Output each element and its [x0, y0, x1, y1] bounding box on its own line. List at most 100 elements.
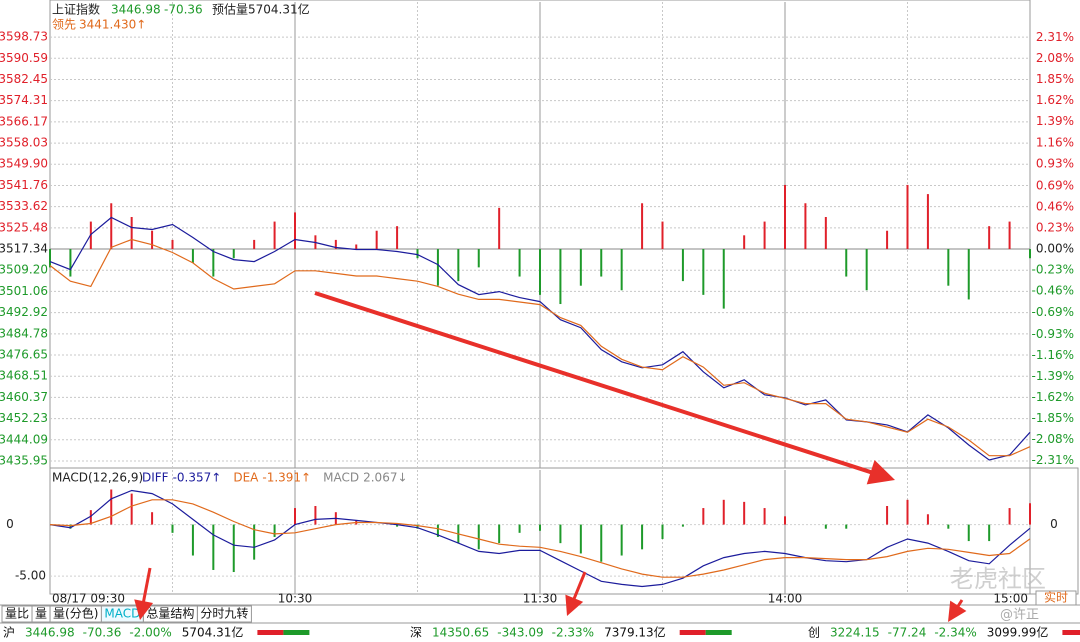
tab[interactable]: 量(分色)	[49, 605, 102, 623]
bar	[273, 221, 276, 250]
tab[interactable]: MACD	[100, 605, 144, 623]
tab-label[interactable]: 量	[35, 607, 47, 621]
tab-label[interactable]: 量(分色)	[53, 607, 98, 621]
bar	[641, 524, 644, 550]
bar	[294, 508, 296, 525]
bar	[763, 221, 766, 250]
bar	[743, 501, 746, 525]
y-tick-label: 3566.17	[0, 114, 48, 128]
change: -70.36	[164, 3, 203, 17]
y-tick-label: 3517.34	[0, 242, 48, 256]
last-price: 3446.98	[111, 3, 161, 17]
mode-button[interactable]	[1035, 590, 1077, 606]
bar	[600, 249, 603, 277]
market-change: -77.24	[888, 626, 927, 640]
bar	[988, 524, 991, 542]
y2-tick-label: 0	[1050, 517, 1058, 531]
y2-tick-label: -0.69%	[1032, 305, 1074, 319]
y-tick-label: 3590.59	[0, 51, 48, 65]
y2-tick-label: 0.23%	[1036, 220, 1074, 234]
bar	[416, 249, 419, 259]
bar	[539, 524, 541, 531]
bar	[579, 249, 582, 286]
market-pct: -2.33%	[552, 626, 594, 640]
bar	[722, 249, 725, 309]
tab-label[interactable]: 分时九转	[200, 606, 248, 621]
bar	[253, 239, 256, 250]
bar	[926, 194, 929, 250]
bar	[661, 221, 664, 250]
bar	[926, 514, 929, 525]
bar	[253, 524, 256, 560]
legend-value: -1.391↑	[262, 471, 311, 485]
bar	[661, 524, 664, 540]
market-pct: -2.00%	[129, 626, 171, 640]
bar	[784, 516, 786, 525]
annotation-arrowhead	[565, 594, 584, 616]
bar	[130, 216, 133, 250]
tab[interactable]: 量比	[1, 605, 33, 623]
annotation-arrow	[314, 291, 881, 477]
market-amount: 7379.13亿	[604, 625, 666, 640]
y2-tick-label: -2.31%	[1032, 453, 1074, 467]
market-change: -343.09	[497, 626, 543, 640]
bar	[641, 203, 644, 250]
bar	[681, 249, 684, 282]
tab[interactable]: 分时九转	[196, 605, 252, 623]
tab-label[interactable]: 总量结构	[146, 606, 194, 621]
bar	[436, 524, 439, 537]
bar	[579, 524, 582, 554]
y-tick-label: 3501.06	[0, 284, 48, 298]
bar	[416, 524, 419, 529]
watermark-user: @许正	[1000, 608, 1039, 623]
bar	[600, 524, 603, 562]
legend-value: 2.067↓	[363, 471, 407, 485]
estimated-volume: 预估量5704.31亿	[212, 2, 310, 17]
bar	[212, 524, 215, 570]
bar	[212, 249, 215, 277]
y-tick-label: 3549.90	[0, 157, 48, 171]
watermark: 老虎社区	[950, 565, 1046, 593]
bar	[559, 249, 562, 305]
tab[interactable]: 总量结构	[142, 605, 198, 623]
tab-box[interactable]	[196, 605, 252, 623]
bar	[110, 203, 113, 250]
y-tick-label: 3435.95	[0, 453, 48, 467]
y2-tick-label: 1.85%	[1036, 72, 1074, 86]
bar	[886, 506, 889, 525]
bar	[1029, 503, 1031, 525]
y-tick-label: 3484.78	[0, 326, 48, 340]
y2-tick-label: -1.85%	[1032, 411, 1074, 425]
y-tick-label: 3460.37	[0, 390, 48, 404]
bar	[396, 524, 399, 527]
y2-tick-label: -0.23%	[1032, 263, 1074, 277]
bar	[375, 230, 378, 250]
bar	[743, 235, 746, 250]
y-tick-label: 3476.65	[0, 348, 48, 362]
mode-button-label[interactable]: 实时	[1044, 590, 1068, 605]
y2-tick-label: -0.93%	[1032, 327, 1074, 341]
bar	[1008, 221, 1011, 250]
line	[49, 238, 1031, 457]
y-tick-label: 3509.20	[0, 263, 48, 277]
tab-label[interactable]: 量比	[5, 607, 29, 621]
bar	[151, 230, 154, 250]
market-name: 沪	[3, 626, 15, 640]
bar	[518, 249, 521, 277]
bar	[273, 524, 276, 537]
y2-tick-label: 1.16%	[1036, 135, 1074, 149]
tab-label[interactable]: MACD	[104, 607, 140, 621]
y-tick-label: 3598.73	[0, 30, 48, 44]
bar	[396, 226, 399, 250]
y-tick-label: 3574.31	[0, 93, 48, 107]
bar	[171, 239, 174, 250]
ratio-bar-down	[705, 630, 732, 635]
y-tick-label: 3541.76	[0, 178, 48, 192]
bar	[702, 508, 705, 525]
bar	[477, 249, 480, 268]
legend-name: MACD	[323, 471, 359, 485]
x-tick-label: 14:00	[768, 592, 803, 606]
bar	[498, 207, 501, 250]
bar	[69, 249, 72, 277]
bar	[886, 230, 889, 250]
